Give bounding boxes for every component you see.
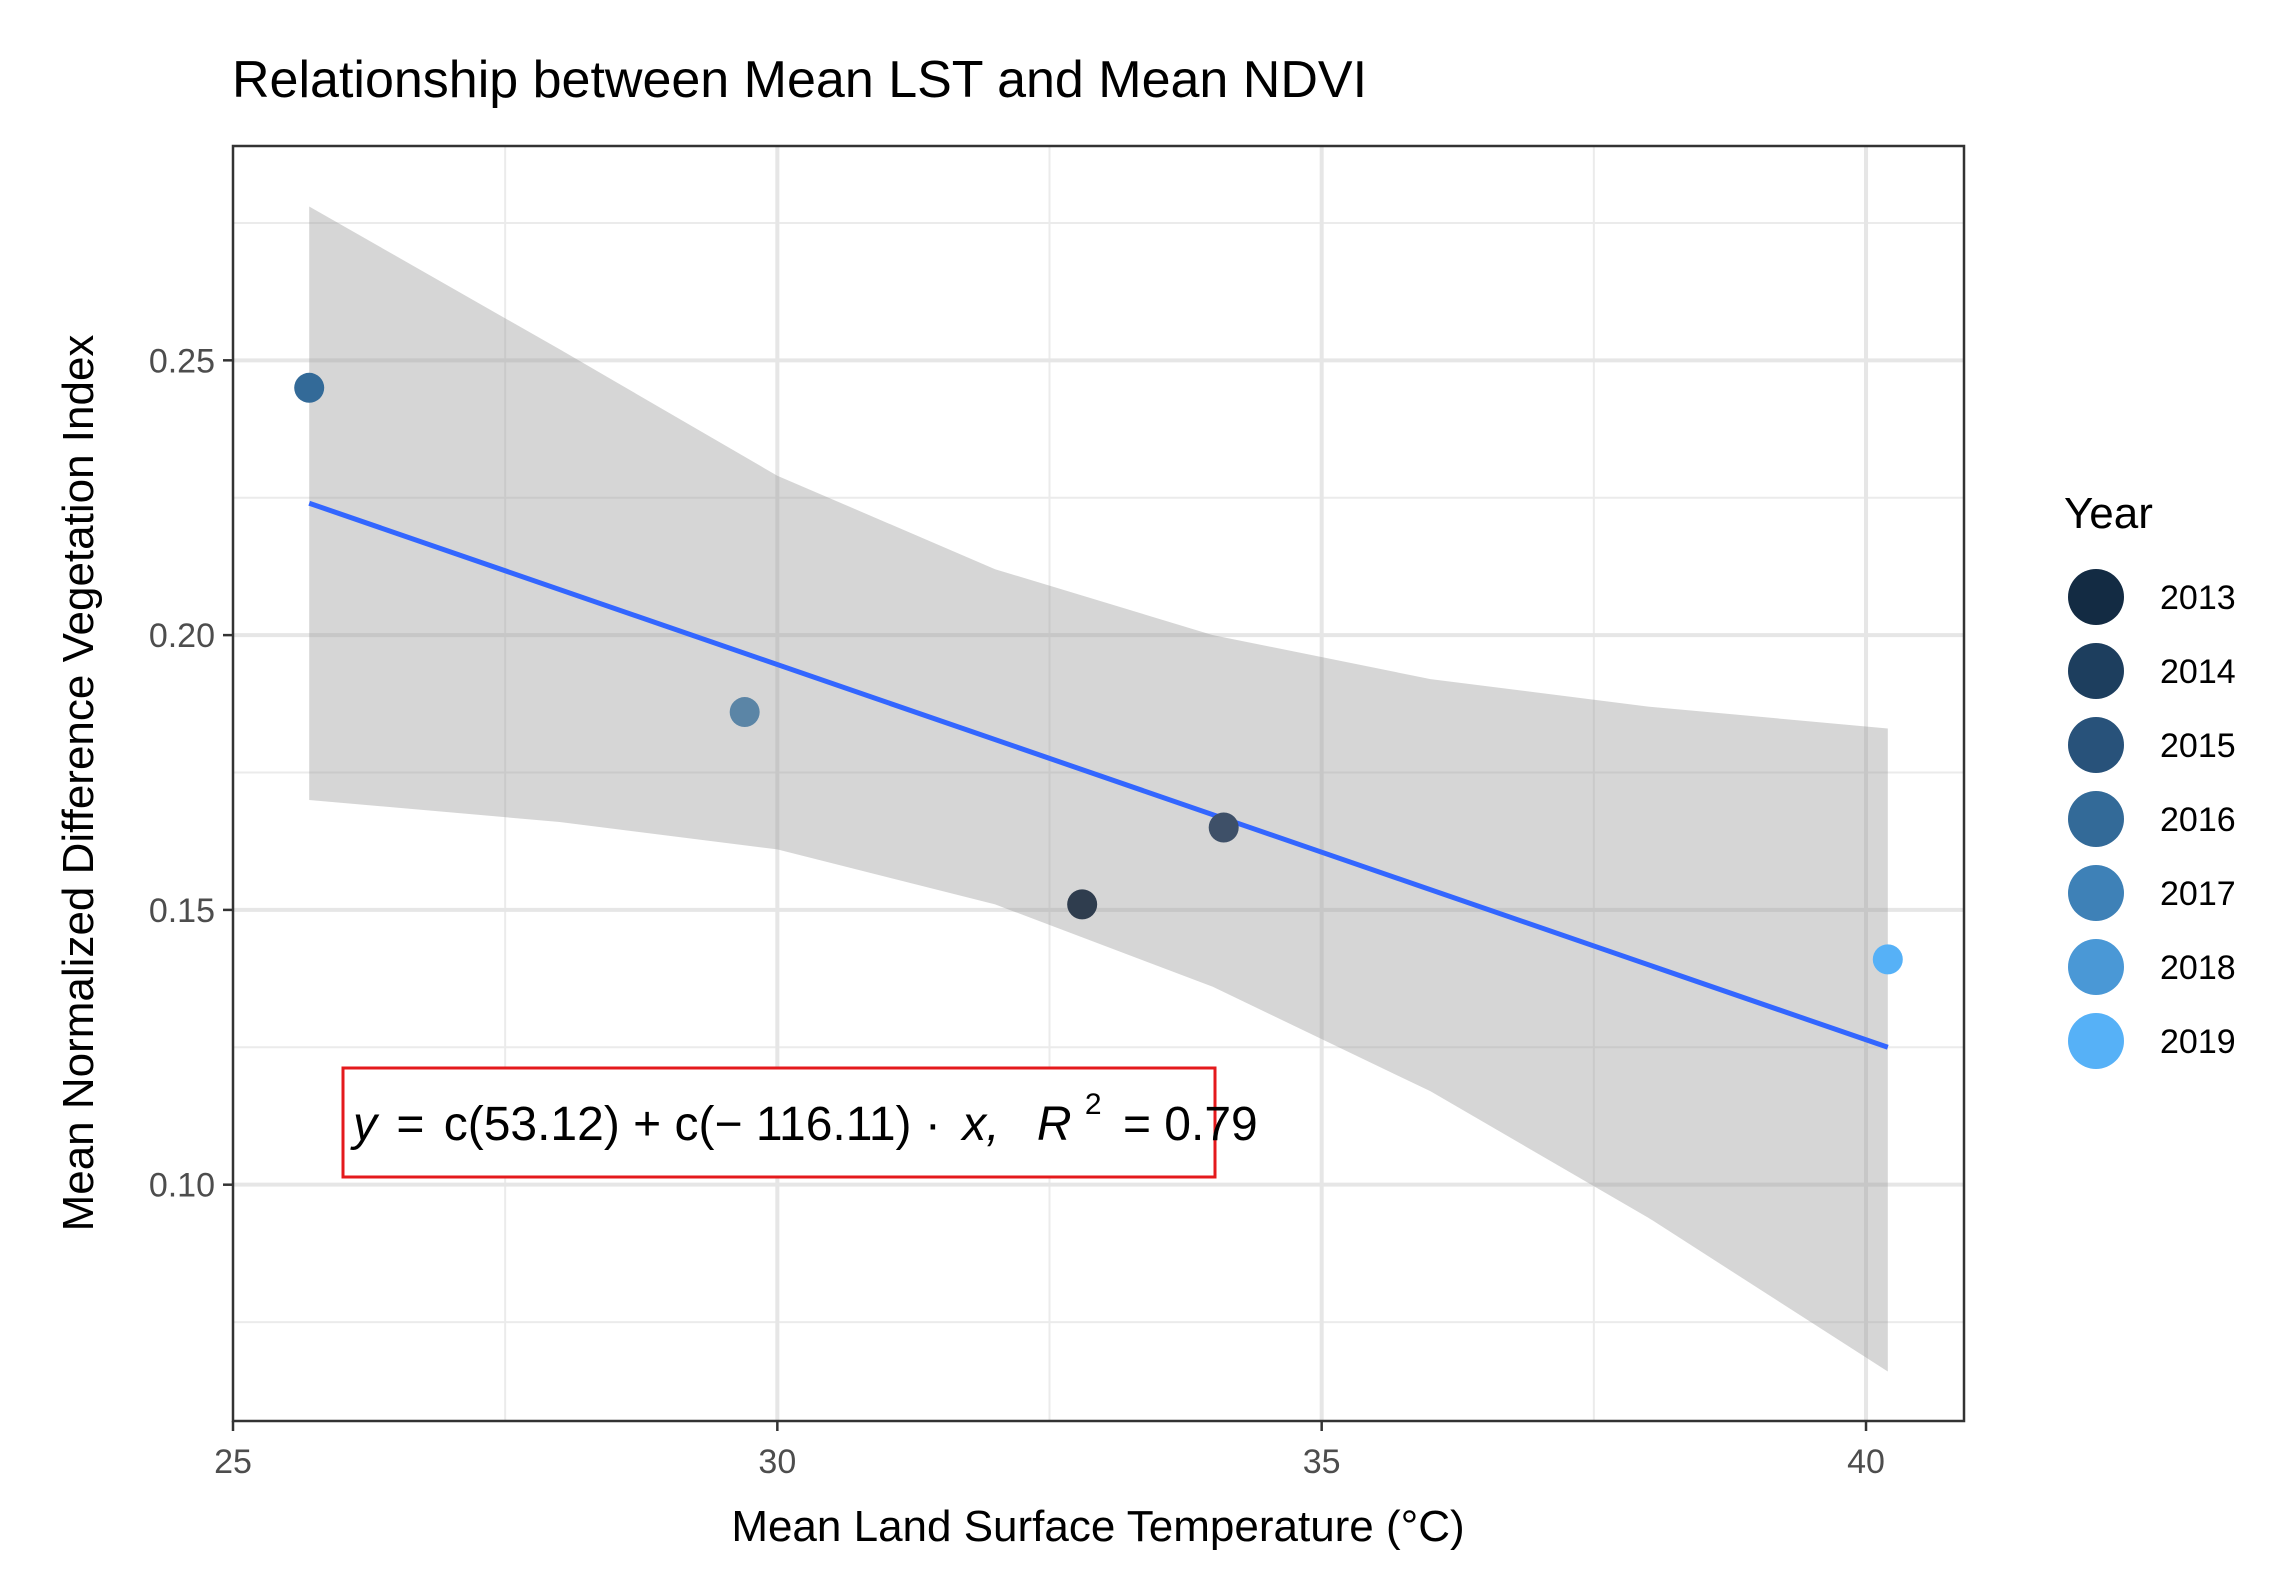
eq-x-variable: x, xyxy=(960,1098,999,1151)
equation-text: y = c(53.12) + c(− 116.11) · x, R 2 = 0.… xyxy=(350,1072,1258,1151)
legend-key-2014 xyxy=(2068,643,2124,699)
legend-key-2017 xyxy=(2068,865,2124,921)
legend-label-2017: 2017 xyxy=(2160,875,2236,913)
data-point-2016 xyxy=(294,372,325,403)
y-tick-label: 0.10 xyxy=(149,1167,215,1205)
data-point-2017 xyxy=(729,697,760,728)
data-point-2013 xyxy=(1067,889,1098,920)
legend-key-2015 xyxy=(2068,717,2124,773)
legend-label-2016: 2016 xyxy=(2160,801,2236,839)
legend-label-2015: 2015 xyxy=(2160,727,2236,765)
x-tick-label: 25 xyxy=(214,1443,252,1481)
legend-label-2014: 2014 xyxy=(2160,653,2236,691)
y-axis-title: Mean Normalized Difference Vegetation In… xyxy=(54,335,103,1232)
plot-panel-border xyxy=(231,144,1966,1423)
y-tick-label: 0.25 xyxy=(149,342,215,380)
equation-annotation: y = c(53.12) + c(− 116.11) · x, R 2 = 0.… xyxy=(341,1066,1258,1179)
chart-title: Relationship between Mean LST and Mean N… xyxy=(232,51,1367,109)
y-axis: 0.10 0.15 0.20 0.25 xyxy=(149,342,233,1205)
legend-label-2019: 2019 xyxy=(2160,1023,2236,1061)
legend-key-2019 xyxy=(2068,1013,2124,1069)
legend-key-2018 xyxy=(2068,939,2124,995)
grid xyxy=(233,146,1964,1421)
data-points xyxy=(294,372,1903,975)
equation-box xyxy=(341,1066,1217,1179)
eq-right-hand-side: c(53.12) + c(− 116.11) · xyxy=(444,1098,941,1151)
data-point-2019 xyxy=(1872,944,1903,975)
confidence-band xyxy=(309,206,1888,1372)
legend-title: Year xyxy=(2064,489,2153,538)
x-axis-title: Mean Land Surface Temperature (°C) xyxy=(731,1502,1464,1551)
eq-equals-sign: = xyxy=(396,1098,424,1151)
legend: Year 2013 2014 2015 2016 2017 2018 2019 xyxy=(2064,489,2236,1069)
eq-r-value: = 0.79 xyxy=(1123,1098,1258,1151)
legend-label-2018: 2018 xyxy=(2160,949,2236,987)
legend-key-2016 xyxy=(2068,791,2124,847)
eq-r-exponent: 2 xyxy=(1085,1088,1102,1121)
x-tick-label: 40 xyxy=(1847,1443,1885,1481)
y-tick-label: 0.15 xyxy=(149,892,215,930)
x-axis: 25 30 35 40 xyxy=(214,1421,1885,1481)
regression-line xyxy=(308,500,1889,1050)
legend-key-2013 xyxy=(2068,569,2124,625)
x-tick-label: 35 xyxy=(1303,1443,1341,1481)
legend-label-2013: 2013 xyxy=(2160,579,2236,617)
eq-r-variable: R xyxy=(1037,1098,1072,1151)
eq-y-variable: y xyxy=(350,1098,380,1151)
y-tick-label: 0.20 xyxy=(149,617,215,655)
data-point-2014 xyxy=(1208,812,1239,843)
x-tick-label: 30 xyxy=(758,1443,796,1481)
